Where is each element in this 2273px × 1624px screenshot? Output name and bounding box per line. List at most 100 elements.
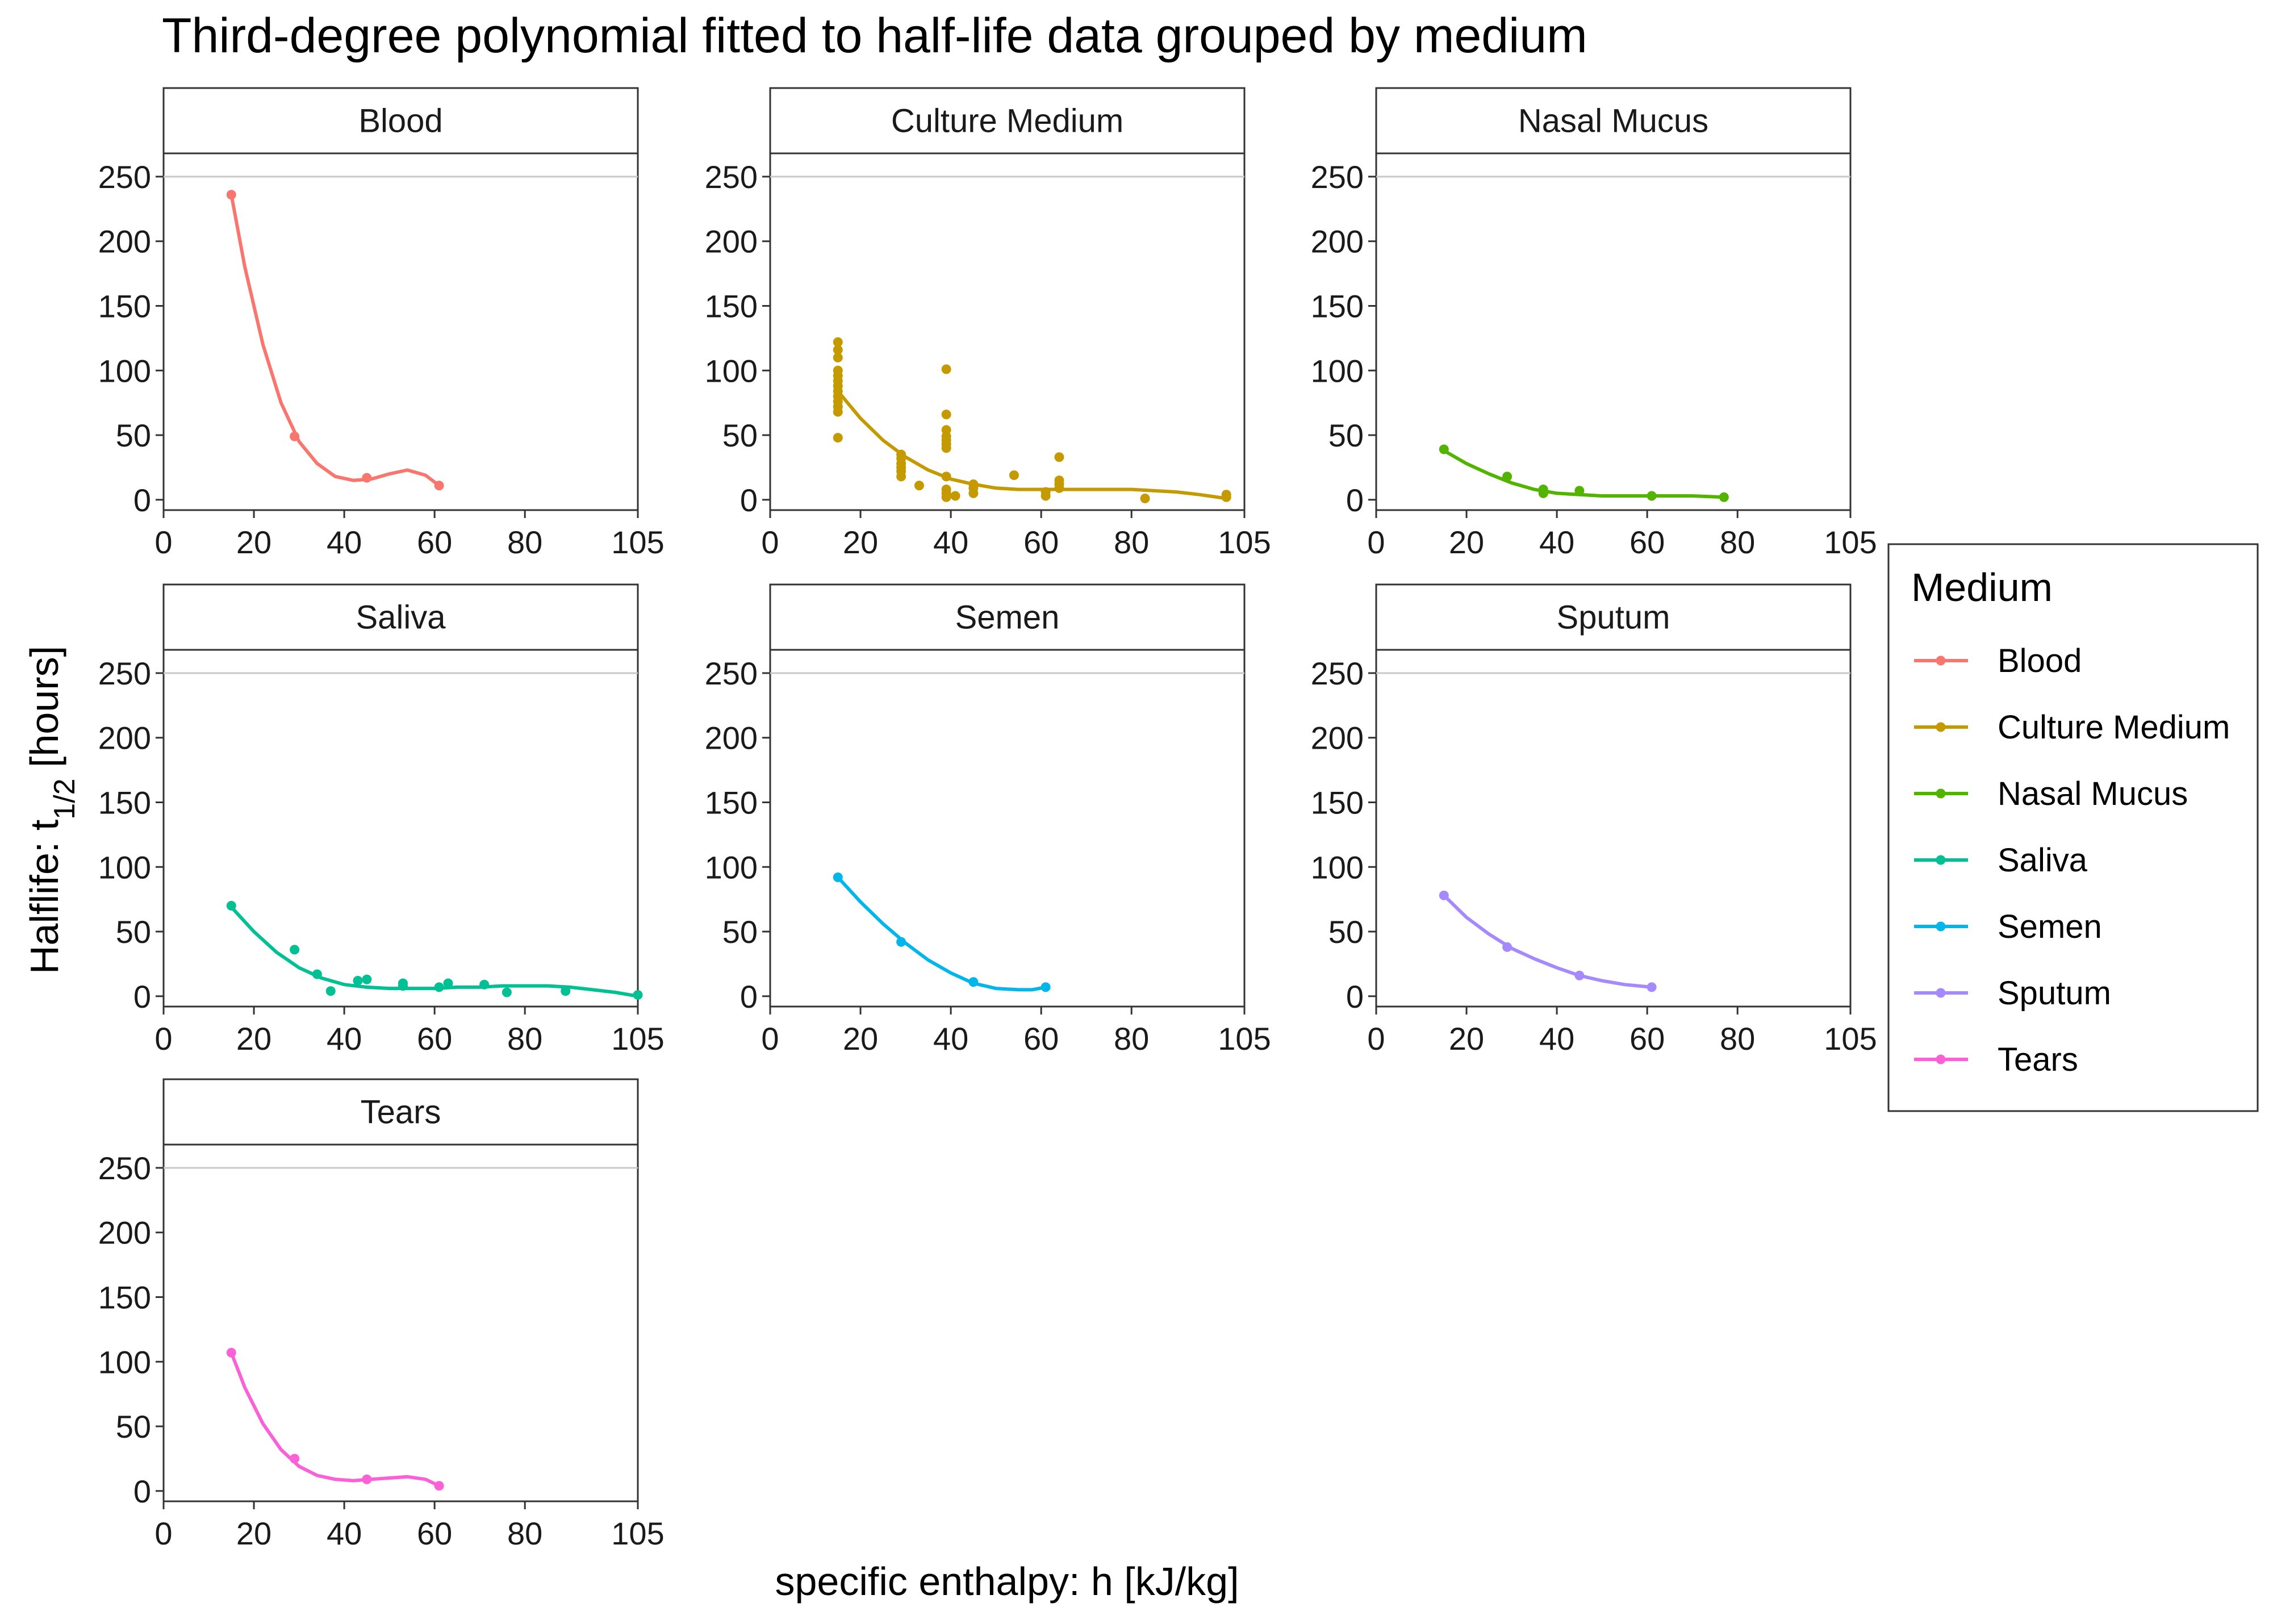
x-tick-label: 0 (154, 1516, 172, 1551)
y-tick-label: 250 (1311, 159, 1364, 195)
y-tick-label: 100 (98, 353, 151, 389)
data-point-tears (434, 1481, 444, 1491)
panel-tears: Tears 0 50 100 150 200 250 0 20 40 60 80 105 (98, 1078, 665, 1551)
panel-culture-medium: Culture Medium 0 50 100 150 200 250 0 20 40 60 80 10… (705, 87, 1271, 560)
panel-saliva: Saliva 0 50 100 150 200 250 0 20 40 60 80 105 (98, 583, 665, 1057)
x-tick-label: 60 (417, 1021, 452, 1057)
data-point-saliva (479, 979, 490, 990)
x-tick-label: 60 (417, 524, 452, 560)
legend-point-culture-medium (1936, 722, 1946, 732)
y-tick-label: 250 (705, 159, 758, 195)
legend-point-blood (1936, 656, 1946, 666)
data-point-saliva (398, 981, 408, 991)
data-point-nasal-mucus (1502, 471, 1512, 482)
y-tick-label: 50 (116, 1409, 151, 1445)
legend-point-saliva (1936, 855, 1946, 865)
x-tick-label: 60 (1629, 1021, 1665, 1057)
y-axis-title-unit: [hours] (22, 646, 66, 778)
legend-point-semen (1936, 921, 1946, 932)
data-point-culture-medium (1041, 487, 1051, 497)
data-point-tears (226, 1347, 236, 1358)
legend-title: Medium (1911, 565, 2053, 609)
strip-nasal-mucus (1375, 87, 1852, 155)
fit-curve-sputum (1442, 894, 1654, 989)
x-tick-label: 80 (1720, 1021, 1755, 1057)
legend-point-nasal-mucus (1936, 788, 1946, 799)
legend-label-sputum: Sputum (1998, 975, 2111, 1012)
y-tick-label: 200 (705, 224, 758, 260)
x-tick-label: 105 (1218, 1021, 1271, 1057)
y-tick-label: 50 (1328, 914, 1364, 950)
fit-curve-tears (229, 1351, 441, 1488)
chart-title: Third-degree polynomial fitted to half-l… (162, 9, 1587, 63)
x-tick-label: 60 (1629, 524, 1665, 560)
data-point-blood (434, 481, 444, 491)
x-tick-label: 0 (1367, 524, 1385, 560)
data-point-saliva (226, 901, 236, 911)
y-tick-label: 100 (1311, 849, 1364, 885)
fit-curve-semen (836, 875, 1048, 992)
strip-label-saliva: Saliva (356, 599, 446, 636)
legend-label-semen: Semen (1998, 908, 2102, 945)
plot-frame-culture-medium (769, 152, 1246, 511)
panel-blood: Blood 0 50 100 150 200 250 0 20 40 60 80 105 (98, 87, 665, 560)
x-tick-label: 0 (154, 524, 172, 560)
y-axis-title: Halflife: t1/2 [hours] (22, 646, 81, 974)
data-point-culture-medium (833, 353, 843, 363)
x-tick-label: 40 (1539, 1021, 1574, 1057)
x-tick-label: 80 (507, 1516, 542, 1551)
x-tick-label: 80 (1720, 524, 1755, 560)
y-tick-label: 100 (705, 849, 758, 885)
strip-semen (769, 583, 1246, 651)
data-point-culture-medium (941, 425, 951, 435)
y-tick-label: 150 (705, 288, 758, 324)
y-tick-label: 50 (1328, 418, 1364, 453)
x-tick-label: 60 (1023, 1021, 1059, 1057)
legend-point-sputum (1936, 988, 1946, 998)
plot-frame-sputum (1375, 649, 1852, 1008)
data-point-culture-medium (941, 410, 951, 420)
data-point-saliva (312, 969, 322, 979)
y-tick-label: 100 (705, 353, 758, 389)
panel-semen: Semen 0 50 100 150 200 250 0 20 40 60 80 105 (705, 583, 1271, 1057)
legend-label-blood: Blood (1998, 642, 2082, 679)
data-point-nasal-mucus (1719, 492, 1729, 502)
x-axis-title: specific enthalpy: h [kJ/kg] (775, 1559, 1239, 1604)
data-point-nasal-mucus (1439, 444, 1449, 454)
x-tick-label: 105 (1218, 524, 1271, 560)
legend-label-saliva: Saliva (1998, 842, 2088, 879)
y-tick-label: 0 (133, 979, 151, 1015)
y-tick-label: 0 (133, 482, 151, 518)
legend-label-tears: Tears (1998, 1041, 2078, 1078)
y-tick-label: 50 (722, 914, 758, 950)
y-tick-label: 150 (705, 784, 758, 820)
data-point-saliva (561, 986, 571, 996)
y-tick-label: 250 (98, 1150, 151, 1186)
y-tick-label: 100 (98, 1344, 151, 1380)
strip-label-tears: Tears (361, 1094, 441, 1131)
x-tick-label: 40 (933, 524, 968, 560)
data-point-blood (362, 473, 372, 483)
data-point-saliva (633, 990, 643, 1000)
x-tick-label: 40 (327, 1021, 362, 1057)
data-point-tears (362, 1474, 372, 1484)
x-tick-label: 40 (327, 1516, 362, 1551)
data-point-culture-medium (833, 337, 843, 347)
y-tick-label: 0 (740, 482, 758, 518)
data-point-culture-medium (950, 491, 960, 501)
x-tick-label: 80 (507, 1021, 542, 1057)
data-point-blood (226, 190, 236, 200)
data-point-sputum (1647, 982, 1657, 992)
x-tick-label: 20 (236, 1516, 271, 1551)
x-tick-label: 0 (761, 1021, 779, 1057)
y-tick-label: 0 (1346, 482, 1364, 518)
data-point-culture-medium (833, 433, 843, 443)
strip-label-blood: Blood (358, 103, 442, 140)
y-tick-label: 200 (1311, 720, 1364, 756)
data-point-saliva (502, 987, 512, 997)
strip-label-nasal-mucus: Nasal Mucus (1518, 103, 1708, 140)
x-tick-label: 40 (1539, 524, 1574, 560)
y-tick-label: 150 (98, 288, 151, 324)
x-tick-label: 20 (843, 1021, 878, 1057)
y-tick-label: 250 (705, 656, 758, 691)
